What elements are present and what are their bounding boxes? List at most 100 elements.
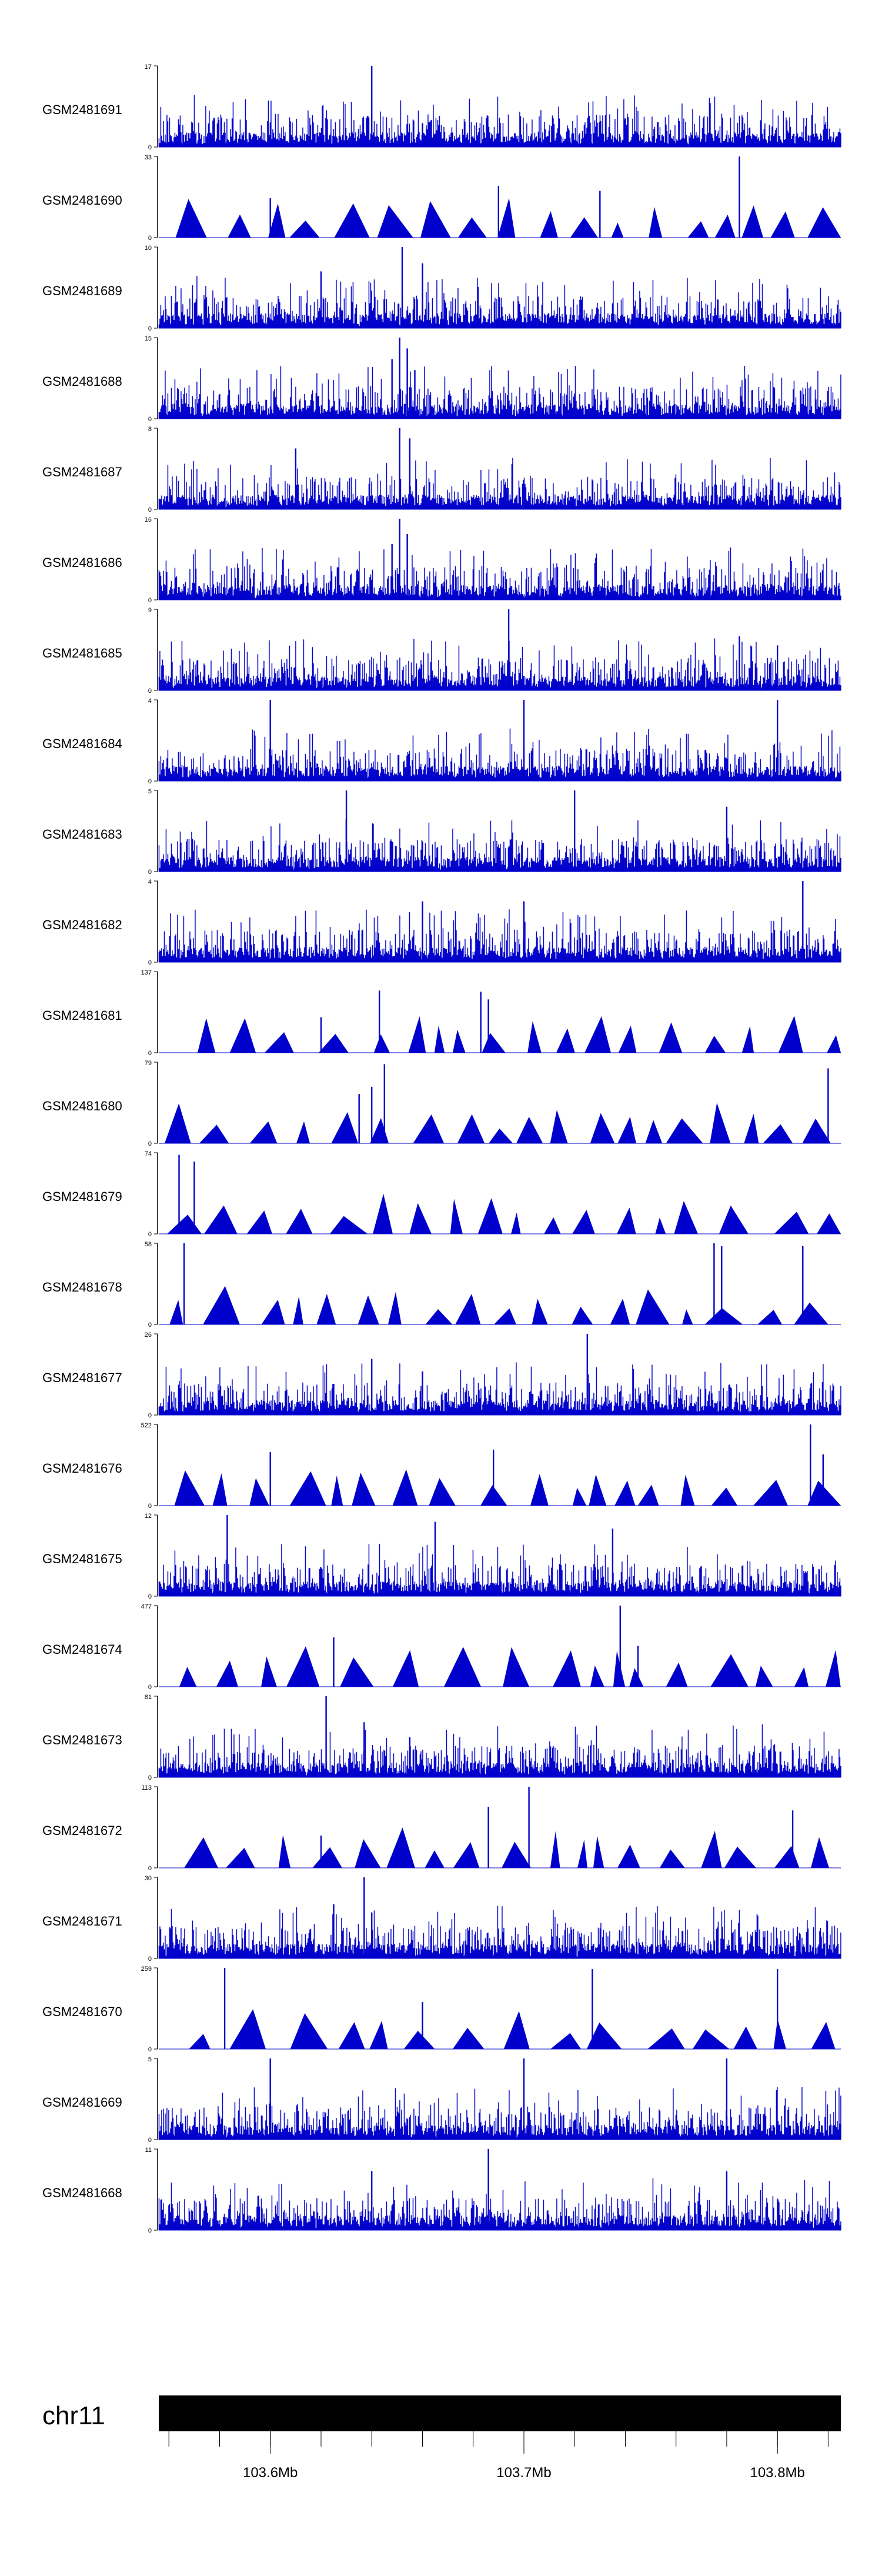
coverage-peak: [391, 359, 393, 419]
coverage-peak: [637, 1646, 639, 1687]
coverage-triangles: [167, 1193, 841, 1234]
y-min-label: 0: [148, 235, 152, 242]
track-label: GSM2481671: [42, 1914, 122, 1928]
coverage-peak: [401, 247, 403, 328]
coverage-peak: [810, 1424, 811, 1506]
y-min-label: 0: [148, 1140, 152, 1147]
chromosome-bar: [159, 2395, 841, 2431]
y-max-label: 12: [145, 1513, 152, 1520]
coverage-peak: [371, 1912, 373, 1958]
track-label: GSM2481687: [42, 465, 122, 479]
track-GSM2481671: GSM2481671 30 0: [42, 1875, 841, 1963]
y-max-label: 522: [141, 1422, 152, 1429]
track-GSM2481685: GSM2481685 9 0: [42, 607, 841, 695]
coverage-peak: [333, 1383, 335, 1415]
y-max-label: 137: [141, 969, 152, 976]
track-GSM2481683: GSM2481683 5 0: [42, 788, 841, 876]
coverage-peak: [624, 118, 626, 147]
chromosome-ticks: 103.6Mb 103.7Mb 103.8Mb: [168, 2431, 828, 2481]
coverage-peak: [726, 2058, 728, 2140]
coverage-triangles: [165, 1103, 831, 1143]
y-max-label: 9: [148, 607, 152, 614]
track-label: GSM2481670: [42, 2004, 122, 2019]
track-label: GSM2481690: [42, 193, 122, 208]
track-label: GSM2481682: [42, 917, 122, 932]
y-max-label: 58: [145, 1241, 152, 1248]
track-label: GSM2481683: [42, 827, 122, 842]
coverage-peak: [523, 700, 525, 781]
track-label: GSM2481680: [42, 1099, 122, 1113]
track-label: GSM2481686: [42, 555, 122, 570]
y-min-label: 0: [148, 416, 152, 423]
coverage-peak: [399, 338, 400, 419]
coverage-peak: [574, 790, 576, 872]
y-min-label: 0: [148, 2046, 152, 2053]
y-min-label: 0: [148, 688, 152, 695]
track-GSM2481680: GSM2481680 79 0: [42, 1060, 841, 1147]
chromosome-tick-label: 103.7Mb: [496, 2465, 551, 2481]
y-min-label: 0: [148, 1956, 152, 1963]
track-GSM2481675: GSM2481675 12 0: [42, 1513, 841, 1600]
coverage-peak: [383, 1064, 385, 1143]
track-label: GSM2481676: [42, 1461, 122, 1476]
y-max-label: 10: [145, 245, 152, 252]
coverage-peak: [802, 881, 804, 962]
coverage-peak: [226, 1515, 228, 1596]
y-min-label: 0: [148, 1593, 152, 1600]
coverage-peak: [422, 1371, 423, 1415]
track-GSM2481691: GSM2481691 17 0: [42, 64, 841, 151]
coverage-peak: [178, 1154, 180, 1234]
coverage-peak: [409, 1737, 411, 1777]
track-GSM2481673: GSM2481673 81 0: [42, 1694, 841, 1781]
coverage-peak: [422, 263, 423, 328]
coverage-triangles: [179, 1646, 841, 1687]
y-min-label: 0: [148, 869, 152, 876]
coverage-peak: [269, 2058, 271, 2140]
y-max-label: 81: [145, 1694, 152, 1701]
y-min-label: 0: [148, 2137, 152, 2144]
coverage-peak: [619, 1606, 621, 1687]
track-label: GSM2481688: [42, 374, 122, 389]
chromosome-label: chr11: [42, 2401, 105, 2430]
coverage-peak: [422, 2002, 423, 2049]
coverage-peak: [802, 1246, 804, 1324]
coverage-bars: [158, 728, 841, 782]
y-min-label: 0: [148, 325, 152, 332]
coverage-peak: [487, 2149, 489, 2230]
track-GSM2481689: GSM2481689 10 0: [42, 245, 841, 332]
coverage-peak: [333, 1904, 335, 1958]
coverage-bars: [158, 2178, 841, 2231]
track-label: GSM2481691: [42, 102, 122, 117]
coverage-peak: [325, 1696, 327, 1777]
coverage-triangles: [184, 1827, 830, 1868]
y-min-label: 0: [148, 959, 152, 966]
coverage-peak: [371, 2171, 373, 2230]
y-max-label: 26: [145, 1332, 152, 1339]
coverage-triangles: [174, 1469, 841, 1506]
coverage-peak: [295, 448, 297, 509]
track-label: GSM2481681: [42, 1008, 122, 1023]
coverage-peak: [231, 118, 233, 147]
chromosome-tick-label: 103.6Mb: [243, 2465, 298, 2481]
coverage-peak: [371, 1086, 373, 1143]
coverage-peak: [612, 1529, 614, 1596]
coverage-peak: [399, 519, 400, 600]
y-max-label: 5: [148, 788, 152, 795]
y-min-label: 0: [148, 1774, 152, 1781]
coverage-peak: [371, 1359, 373, 1415]
track-GSM2481688: GSM2481688 15 0: [42, 335, 841, 423]
coverage-peak: [371, 66, 373, 147]
coverage-bars: [158, 276, 841, 329]
coverage-peak: [269, 1451, 271, 1506]
coverage-peak: [827, 1068, 829, 1143]
coverage-peak: [777, 700, 779, 781]
track-label: GSM2481672: [42, 1823, 122, 1838]
coverage-peak: [599, 191, 601, 238]
track-label: GSM2481674: [42, 1642, 122, 1657]
coverage-peak: [434, 1521, 436, 1596]
coverage-peak: [391, 544, 393, 600]
coverage-peak: [409, 438, 411, 510]
coverage-peak: [363, 1877, 365, 1958]
coverage-peak: [363, 1722, 365, 1777]
